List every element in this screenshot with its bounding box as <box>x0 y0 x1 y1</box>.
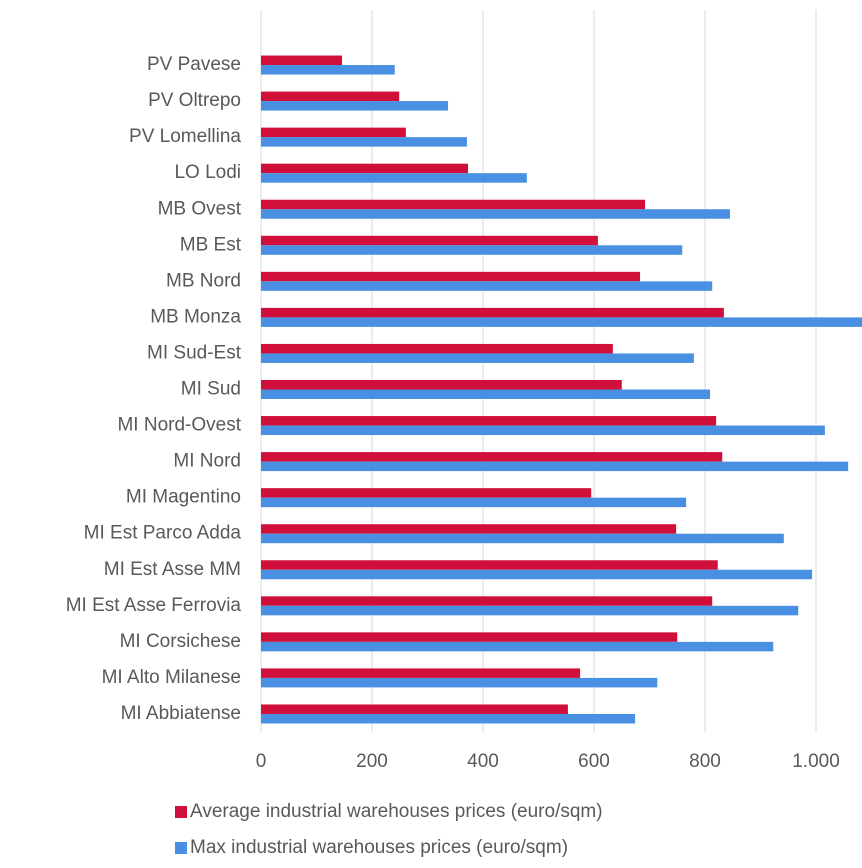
bar <box>261 163 469 174</box>
bar <box>261 199 646 210</box>
bar <box>261 524 677 534</box>
bar <box>261 65 395 75</box>
y-tick-label: MB Est <box>180 234 242 255</box>
bar <box>261 209 730 219</box>
bar <box>261 704 568 714</box>
bar <box>261 281 713 291</box>
bar <box>261 380 622 390</box>
bar <box>261 605 799 616</box>
x-tick-label: 1.000 <box>792 751 840 772</box>
y-tick-label: MI Est Parco Adda <box>84 523 242 544</box>
bar <box>261 569 813 580</box>
bar <box>261 677 658 688</box>
bar <box>261 560 718 570</box>
x-tick-label: 400 <box>467 751 499 772</box>
bar <box>261 173 527 183</box>
bar <box>261 596 713 606</box>
y-tick-label: PV Lomellina <box>129 126 241 147</box>
y-tick-label: MI Sud-Est <box>147 342 242 363</box>
legend-label: Average industrial warehouses prices (eu… <box>190 801 603 822</box>
y-tick-label: LO Lodi <box>174 162 241 183</box>
y-tick-label: PV Oltrepo <box>148 90 241 111</box>
bar <box>261 452 723 462</box>
y-tick-label: MB Nord <box>166 270 241 291</box>
legend-swatch <box>175 842 187 854</box>
bar <box>261 416 717 426</box>
bar <box>261 497 687 508</box>
y-tick-label: MB Monza <box>150 306 241 327</box>
bar <box>261 245 683 255</box>
y-tick-label: MI Nord <box>173 451 241 472</box>
bar <box>261 137 467 147</box>
legend-swatch <box>175 806 187 818</box>
bar <box>261 343 613 354</box>
bar <box>261 713 636 724</box>
bar <box>261 91 400 102</box>
bar <box>261 271 641 282</box>
bar <box>261 488 592 498</box>
bar <box>261 353 694 363</box>
y-tick-label: PV Pavese <box>147 54 241 75</box>
bar <box>261 317 862 327</box>
y-tick-label: MI Magentino <box>126 487 241 508</box>
bar <box>261 389 710 399</box>
y-tick-label: MI Sud <box>181 379 241 400</box>
bar <box>261 307 724 318</box>
y-tick-label: MI Est Asse MM <box>104 559 241 580</box>
y-tick-label: MI Alto Milanese <box>102 667 241 688</box>
bar <box>261 668 581 678</box>
x-tick-label: 600 <box>578 751 610 772</box>
x-tick-label: 800 <box>689 751 721 772</box>
bar <box>261 127 406 138</box>
y-tick-label: MI Corsichese <box>120 631 241 652</box>
bar <box>261 461 849 472</box>
y-tick-label: MB Ovest <box>158 198 242 219</box>
y-tick-label: MI Abbiatense <box>121 703 241 724</box>
legend-label: Max industrial warehouses prices (euro/s… <box>190 837 568 858</box>
bar <box>261 632 678 642</box>
bar <box>261 235 598 246</box>
x-tick-label: 200 <box>356 751 388 772</box>
bar <box>261 533 784 544</box>
bar <box>261 101 449 111</box>
bar <box>261 55 343 66</box>
y-tick-label: MI Nord-Ovest <box>117 415 241 436</box>
bar <box>261 425 825 436</box>
x-tick-label: 0 <box>256 751 267 772</box>
bar <box>261 641 774 652</box>
y-tick-label: MI Est Asse Ferrovia <box>66 595 242 616</box>
